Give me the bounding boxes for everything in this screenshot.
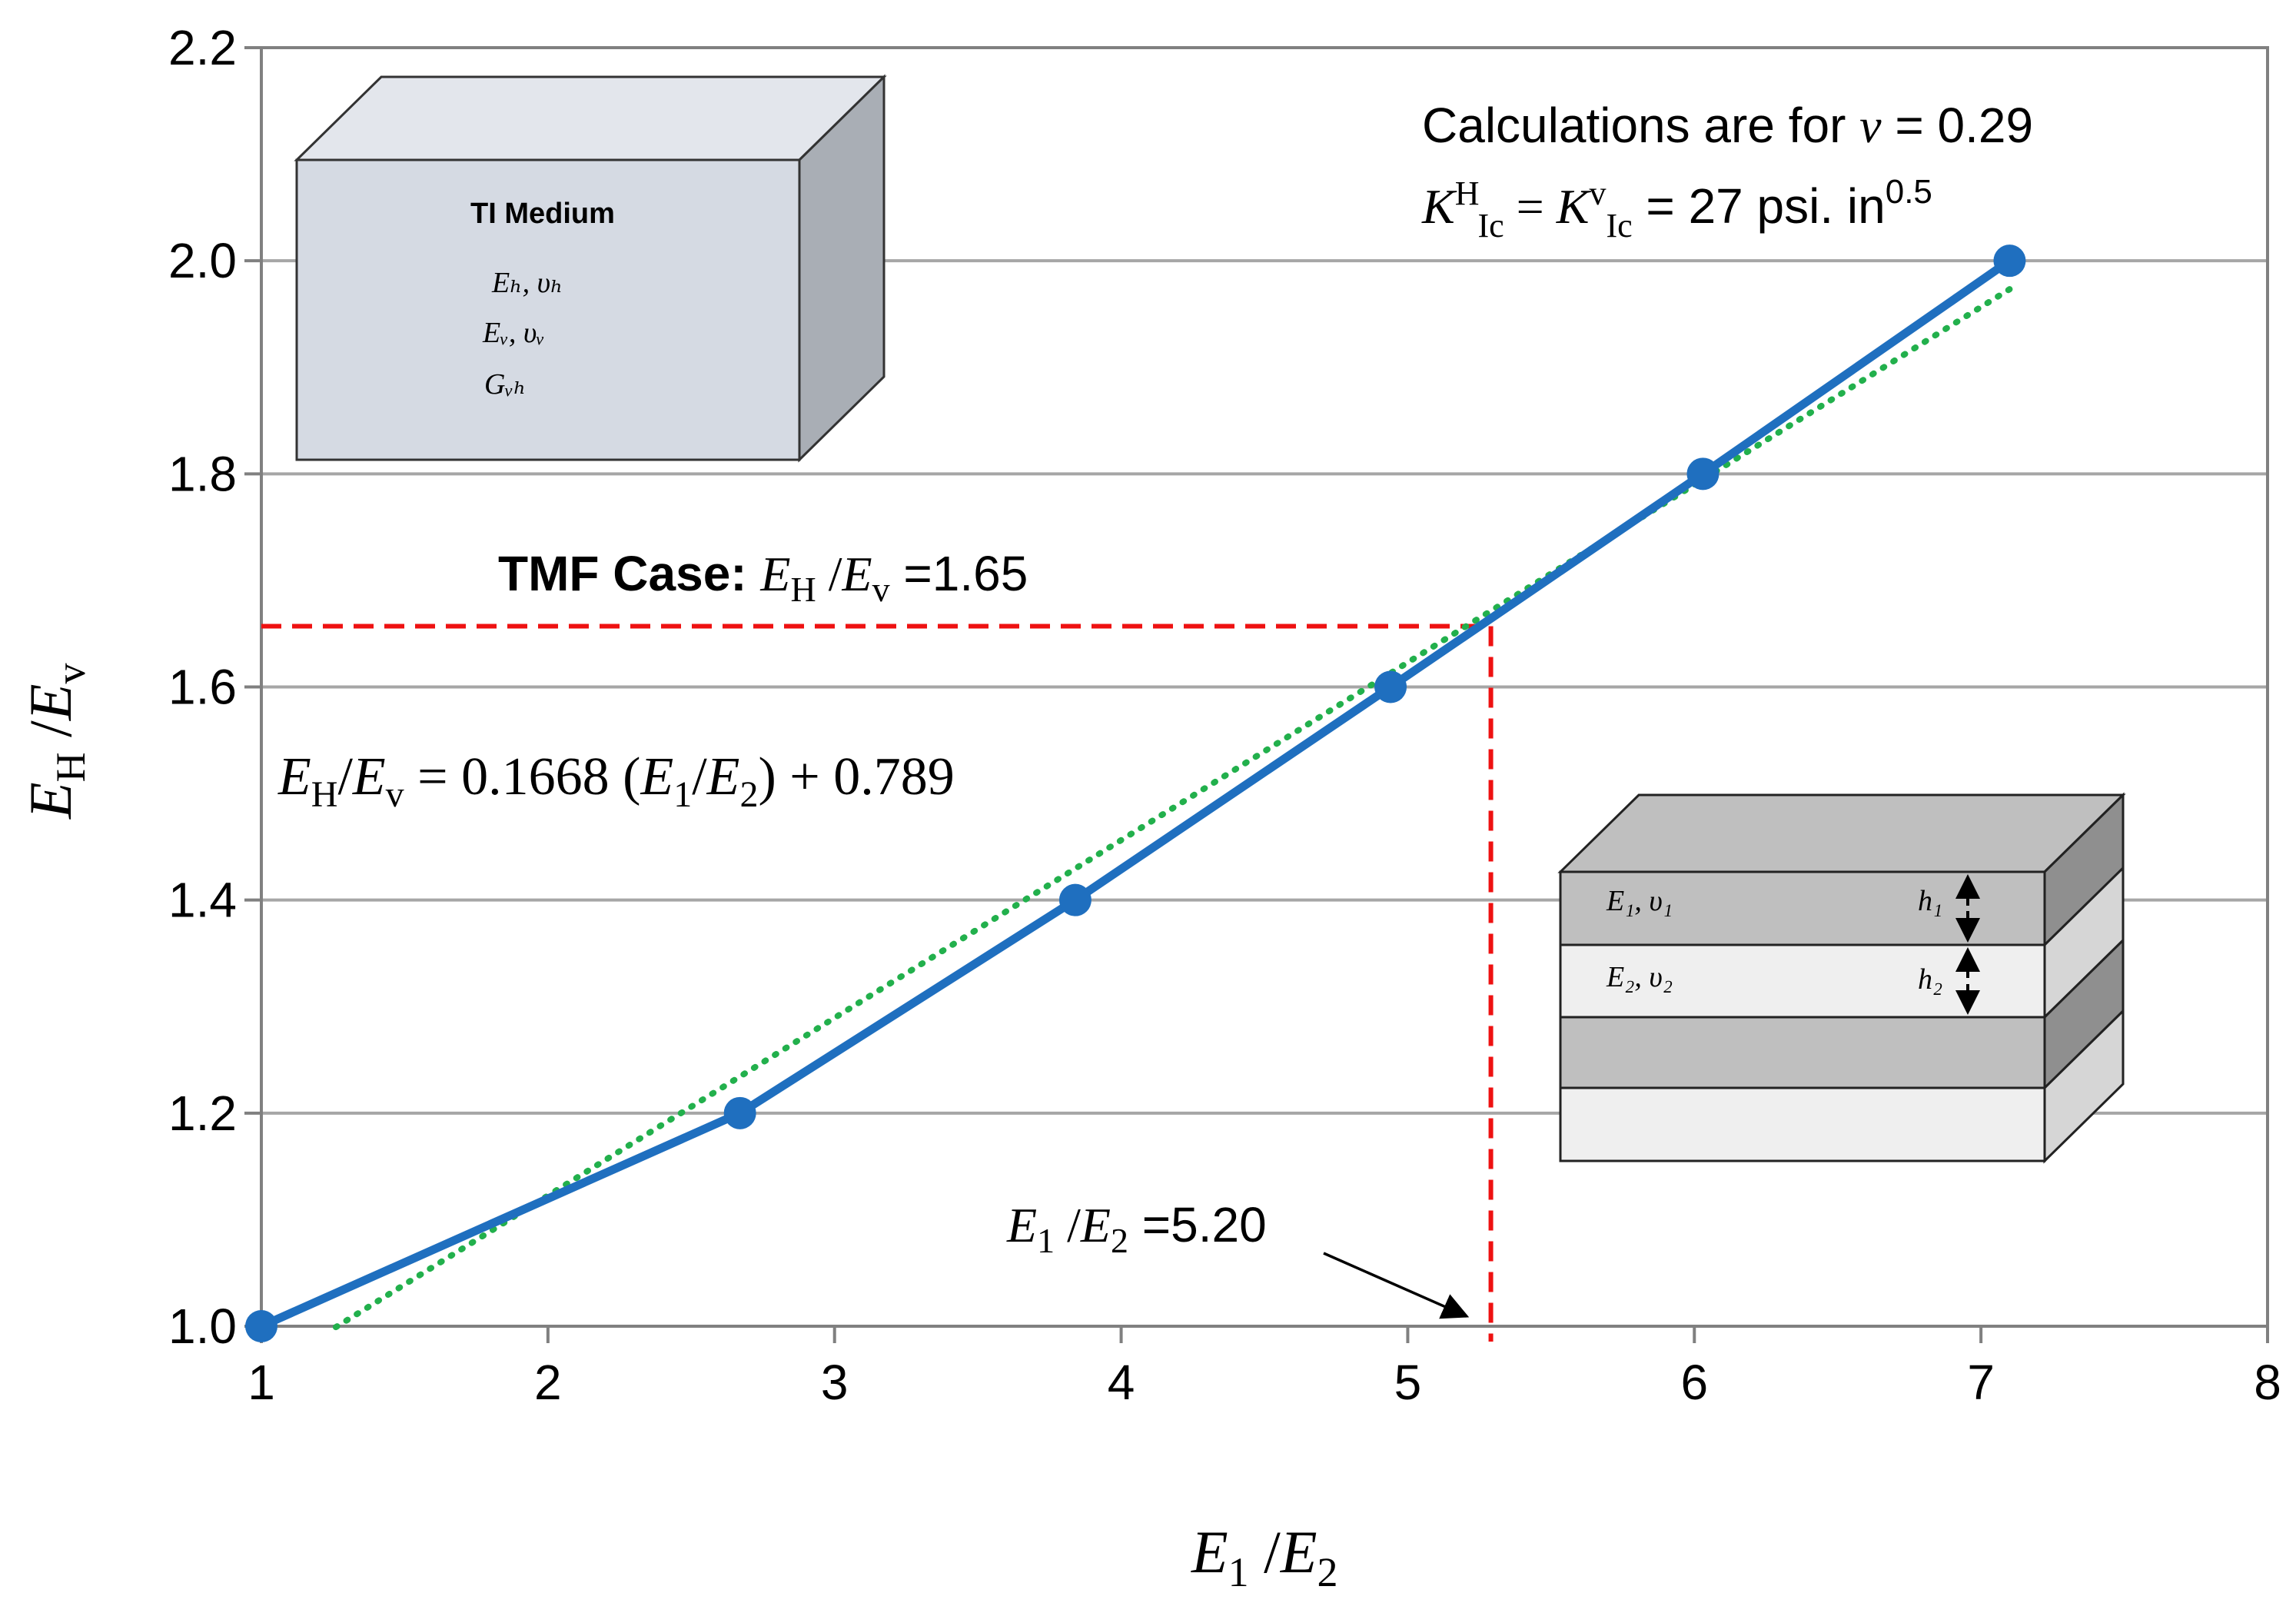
x-tick-label: 6: [1680, 1355, 1708, 1410]
x-tick-label: 3: [821, 1355, 849, 1410]
fit-equation: EH/Ev = 0.1668 (E1/E2) + 0.789: [277, 747, 955, 815]
layer2-thickness: h₂: [1918, 963, 1942, 996]
layered-medium-box: E₁, υ₁ E₂, υ₂ h₁ h₂: [1557, 792, 2126, 1164]
ti-box-line1: Eₕ, υₕ: [491, 267, 563, 299]
layer-box-top-face: [1557, 793, 2126, 873]
layer2-props: E₂, υ₂: [1606, 961, 1673, 993]
layer-4: [1559, 1086, 2046, 1162]
ti-box-line3: Gᵥₕ: [484, 368, 527, 401]
data-point: [1686, 457, 1720, 491]
layer1-props: E₁, υ₁: [1606, 885, 1673, 917]
layer1-thickness: h₁: [1918, 885, 1942, 917]
x-axis-label: E1 /E2: [1191, 1518, 1337, 1595]
series: [245, 244, 2026, 1342]
calc-note-line1: Calculations are for v = 0.29: [1422, 98, 2033, 153]
y-tick-label: 1.8: [168, 446, 237, 501]
ti-box-top-face: [294, 75, 887, 161]
tmf-case-label: TMF Case: EH /Ev =1.65: [498, 546, 1028, 609]
y-tick-label: 2.0: [168, 233, 237, 288]
y-tick-label: 1.2: [168, 1086, 237, 1141]
ti-box-title: TI Medium: [470, 198, 615, 230]
x-tick-label: 7: [1967, 1355, 1995, 1410]
x-tick-label: 4: [1108, 1355, 1135, 1410]
ratio-label: E1 /E2 =5.20: [1006, 1197, 1267, 1260]
reference-lines: [261, 624, 1494, 1342]
x-tick-label: 1: [248, 1355, 275, 1410]
y-tick-label: 1.6: [168, 660, 237, 715]
axis-ticks: 1.0 1.2 1.4 1.6 1.8 2.0 2.2 1 2 3 4 5 6 7 8: [168, 20, 2281, 1410]
ratio-arrow: [1323, 1252, 1470, 1319]
data-point: [723, 1096, 756, 1129]
data-point: [1058, 883, 1092, 916]
x-tick-label: 2: [534, 1355, 562, 1410]
y-axis-label: EH /Ev: [17, 663, 94, 820]
fit-line: [332, 286, 2013, 1331]
x-tick-label: 8: [2254, 1355, 2281, 1410]
data-point: [245, 1310, 277, 1342]
ti-box-line2: Eᵥ, υᵥ: [482, 317, 545, 349]
x-tick-label: 5: [1394, 1355, 1422, 1410]
data-point: [1993, 244, 2026, 278]
calc-note-line2: KH Ic = KvIc = 27 psi. in0.5: [1421, 173, 1932, 244]
data-line: [259, 257, 2012, 1331]
data-point: [1374, 670, 1407, 703]
ti-medium-box: TI Medium Eₕ, υₕ Eᵥ, υᵥ Gᵥₕ: [294, 74, 887, 463]
y-tick-label: 1.4: [168, 873, 237, 928]
layer-side-4: [2043, 1008, 2125, 1164]
layer-3: [1559, 1016, 2046, 1089]
y-tick-label: 1.0: [168, 1299, 237, 1354]
ti-box-front-face: [295, 158, 801, 461]
y-tick-label: 2.2: [168, 20, 237, 75]
